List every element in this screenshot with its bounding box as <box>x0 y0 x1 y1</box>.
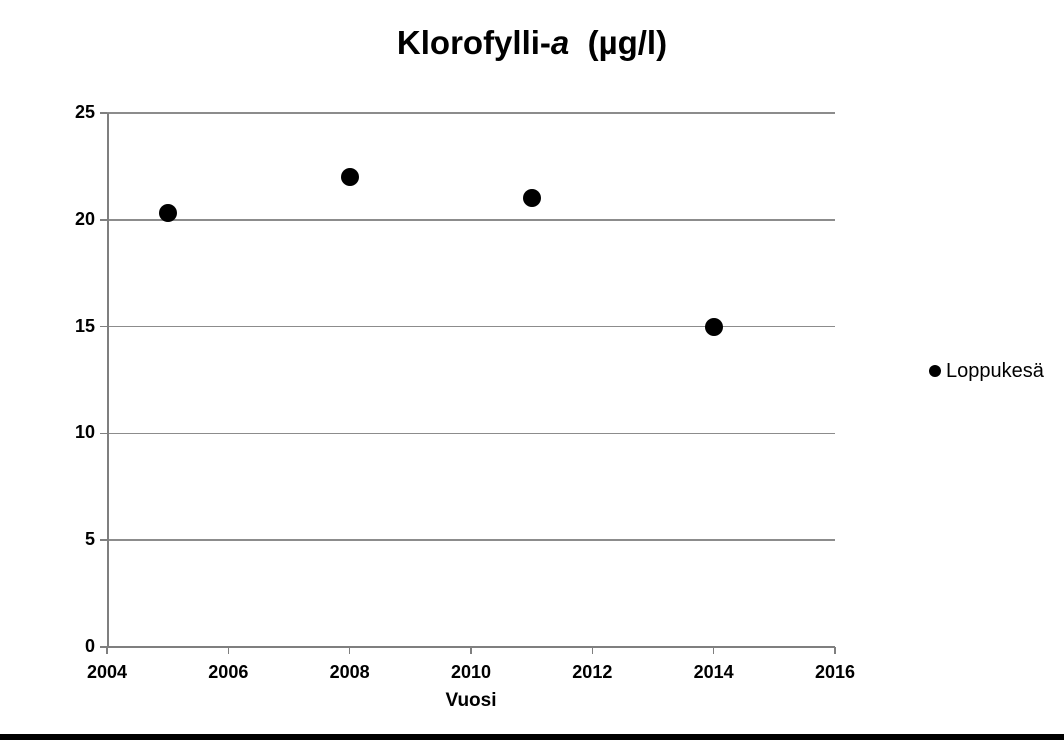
y-tick-label: 10 <box>74 422 95 443</box>
x-tick-label: 2006 <box>208 662 249 682</box>
gridline <box>107 432 835 435</box>
legend-label: Loppukesä <box>946 359 1044 382</box>
y-tick-mark <box>100 112 107 114</box>
y-tick-label: 0 <box>84 636 95 656</box>
x-tick-label: 2008 <box>329 662 370 682</box>
x-tick-mark <box>348 647 351 654</box>
legend: Loppukesä <box>929 356 1044 386</box>
x-tick-label: 2004 <box>86 662 128 682</box>
x-tick-mark <box>106 647 108 654</box>
x-tick-mark <box>227 647 230 654</box>
y-tick-mark <box>100 539 107 541</box>
y-tick-mark <box>100 432 107 435</box>
chart-title-prefix: Klorofylli- <box>396 24 551 61</box>
y-tick-label: 15 <box>74 315 95 336</box>
x-tick-label: 2014 <box>693 662 734 682</box>
y-tick-mark <box>100 325 107 328</box>
chart-title-italic-a: a <box>550 24 570 61</box>
x-tick-label: 2016 <box>814 662 856 682</box>
data-point <box>704 317 723 336</box>
chart-title: Klorofylli-a (µg/l) <box>0 24 1064 62</box>
data-point <box>522 189 541 208</box>
x-tick-mark <box>834 647 836 654</box>
y-tick-label: 5 <box>84 529 95 550</box>
gridline <box>107 325 835 328</box>
x-tick-mark <box>591 647 594 654</box>
gridline <box>107 219 835 221</box>
bottom-border-bar <box>0 734 1064 740</box>
y-tick-label: 25 <box>74 102 95 122</box>
x-axis-title: Vuosi <box>445 690 497 711</box>
x-axis-line <box>107 646 835 648</box>
y-tick-label: 20 <box>74 208 95 229</box>
y-tick-mark <box>100 646 107 648</box>
data-point <box>158 204 177 223</box>
y-tick-mark <box>100 219 107 221</box>
x-tick-mark <box>712 647 715 654</box>
gridline <box>107 112 835 114</box>
x-tick-label: 2010 <box>450 662 492 682</box>
data-point <box>340 168 359 187</box>
legend-marker-circle-icon <box>929 365 941 377</box>
y-axis-line <box>107 113 109 647</box>
x-tick-label: 2012 <box>572 662 613 682</box>
x-tick-mark <box>470 647 472 654</box>
chart-title-unit: (µg/l) <box>569 24 668 61</box>
gridline <box>107 539 835 541</box>
